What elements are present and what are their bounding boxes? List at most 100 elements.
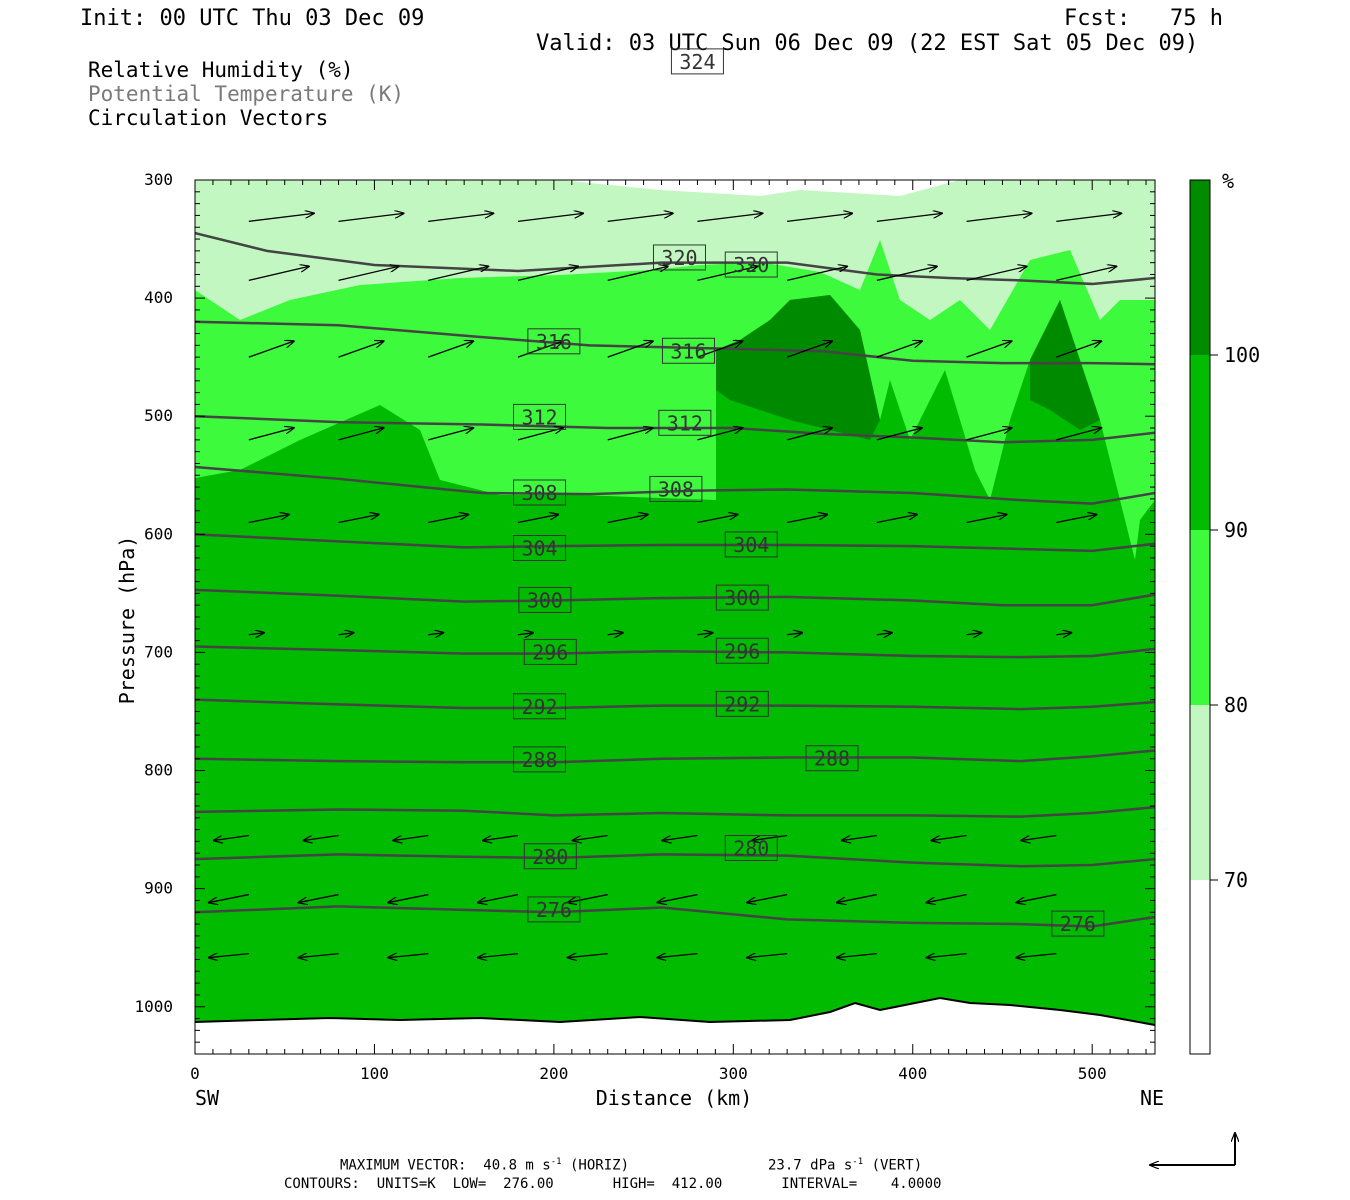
legend-relative-humidity: Relative Humidity (%) xyxy=(88,58,354,82)
circulation-vector xyxy=(428,341,473,358)
circulation-vector xyxy=(428,515,468,524)
theta-label-box xyxy=(1051,910,1105,937)
circulation-vector xyxy=(478,954,519,958)
circulation-vector xyxy=(338,428,384,441)
circulation-vector xyxy=(1056,266,1116,282)
theta-label-288: 288 xyxy=(814,747,850,771)
circulation-vector xyxy=(787,633,802,635)
circulation-vector xyxy=(428,266,488,282)
circulation-vector xyxy=(876,633,892,635)
terrain-line xyxy=(195,996,1155,1026)
circulation-vector xyxy=(428,428,473,441)
circulation-vector xyxy=(747,954,788,958)
theta-label-box xyxy=(652,244,706,271)
theta-label-box xyxy=(661,337,715,364)
theta-label-312: 312 xyxy=(521,405,557,429)
circulation-vector xyxy=(657,893,698,903)
y-axis-title: Pressure (hPa) xyxy=(115,536,139,705)
theta-contour-layer xyxy=(195,38,1155,928)
circulation-vector xyxy=(607,633,623,635)
circulation-vector xyxy=(966,266,1027,282)
colorbar-80-block xyxy=(1190,530,1210,705)
theta-label-box xyxy=(805,745,859,772)
theta-label-box xyxy=(715,637,769,664)
theta-contour-324 xyxy=(563,38,1155,65)
circulation-vector xyxy=(697,341,742,358)
circulation-vector xyxy=(299,893,339,903)
theta-label-box xyxy=(518,586,572,613)
circulation-vector xyxy=(517,341,563,358)
x-axis-ne: NE xyxy=(1140,1086,1164,1110)
theta-label-box xyxy=(649,475,703,502)
theta-contour-308 xyxy=(195,465,1155,505)
rh-90-region xyxy=(195,295,1155,1054)
circulation-vector xyxy=(966,341,1012,358)
theta-label-292: 292 xyxy=(521,695,557,719)
circulation-vector xyxy=(876,213,942,222)
theta-contour-unlabeled xyxy=(195,805,1155,818)
circulation-vector xyxy=(927,893,967,903)
theta-label-316: 316 xyxy=(536,330,572,354)
theta-label-box xyxy=(670,48,724,75)
circulation-vector xyxy=(393,834,429,841)
circulation-vector xyxy=(787,213,852,222)
circulation-vector xyxy=(248,428,294,441)
colorbar-label-100: 100 xyxy=(1224,343,1260,367)
theta-contour-312 xyxy=(195,414,1155,444)
theta-contour-316 xyxy=(195,320,1155,366)
circulation-vector xyxy=(966,428,1012,441)
circulation-vector xyxy=(607,213,673,222)
theta-label-320: 320 xyxy=(733,253,769,277)
theta-label-316: 316 xyxy=(670,339,706,363)
circulation-vector xyxy=(786,341,832,358)
circulation-vector xyxy=(388,954,429,958)
colorbar-unit: % xyxy=(1222,169,1234,193)
theta-label-box xyxy=(523,638,577,665)
max-vector-horiz: MAXIMUM VECTOR: 40.8 m s-1 (HORIZ) xyxy=(340,1157,629,1174)
circulation-vector xyxy=(607,266,668,282)
theta-contour-296 xyxy=(195,645,1155,659)
theta-label-308: 308 xyxy=(658,477,694,501)
forecast-hour: Fcst: 75 h xyxy=(1064,6,1223,31)
theta-label-304: 304 xyxy=(521,536,557,560)
circulation-vector xyxy=(966,633,982,635)
circulation-vector xyxy=(1056,341,1101,358)
contours-info: CONTOURS: UNITS=K LOW= 276.00 HIGH= 412.… xyxy=(284,1176,942,1192)
x-axis-sw: SW xyxy=(195,1086,220,1110)
circulation-vector xyxy=(932,834,967,841)
circulation-vector xyxy=(517,213,583,222)
circulation-vector xyxy=(248,515,289,524)
theta-label-box xyxy=(513,403,567,430)
theta-label-box xyxy=(715,584,769,611)
circulation-vector xyxy=(338,213,404,222)
init-time: Init: 00 UTC Thu 03 Dec 09 xyxy=(80,6,425,31)
circulation-vector xyxy=(299,954,339,958)
circulation-vector xyxy=(428,633,443,635)
circulation-vector xyxy=(1016,893,1057,903)
theta-label-292: 292 xyxy=(724,692,760,716)
axes: 300 400 500 600 700 800 900 1000 0 100 200 300 400 50… xyxy=(134,170,1155,1083)
circulation-vector xyxy=(338,266,399,282)
circulation-vector xyxy=(697,515,737,524)
circulation-vector xyxy=(1021,834,1057,841)
circulation-vector xyxy=(573,834,608,841)
circulation-vector xyxy=(338,633,354,635)
theta-label-box xyxy=(724,251,778,278)
circulation-vector xyxy=(209,954,249,958)
theta-label-308: 308 xyxy=(521,481,557,505)
circulation-vector xyxy=(478,893,519,903)
y-tick-label: 700 xyxy=(144,642,173,661)
circulation-vector xyxy=(607,515,648,524)
y-tick-label: 900 xyxy=(144,879,173,898)
max-vector-vert: 23.7 dPa s-1 (VERT) xyxy=(768,1157,923,1174)
colorbar-label-80: 80 xyxy=(1224,693,1248,717)
terrain-cutout xyxy=(195,998,1155,1054)
circulation-vector xyxy=(876,266,937,282)
x-tick-label: 300 xyxy=(719,1064,748,1083)
theta-contour-276 xyxy=(195,905,1155,928)
theta-label-box xyxy=(724,834,778,861)
y-tick-label: 800 xyxy=(144,761,173,780)
circulation-vector xyxy=(568,954,608,958)
circulation-vector xyxy=(787,266,847,282)
theta-label-296: 296 xyxy=(724,639,760,663)
